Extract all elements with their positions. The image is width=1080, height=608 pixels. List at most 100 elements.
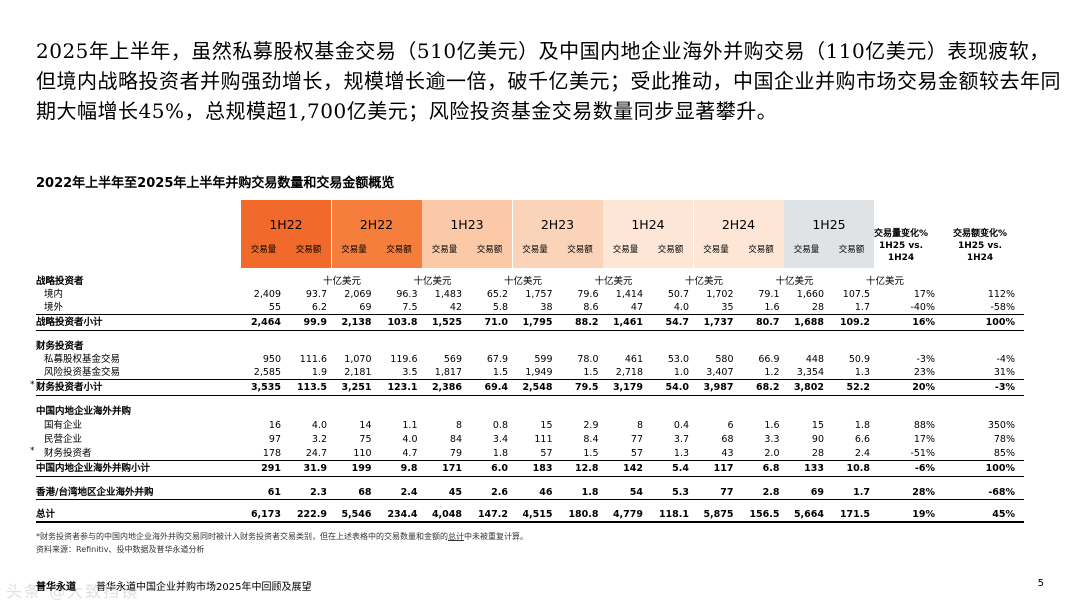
cell-value: 118.1 (658, 509, 689, 520)
unit-label: 十亿美元 (684, 276, 723, 287)
cell-value: 2,718 (615, 367, 643, 378)
cell-value: 4.0 (311, 420, 327, 431)
cell-value: 180.8 (568, 509, 599, 520)
cell-value: 68 (358, 487, 372, 498)
sub-header-count: 交易量 (431, 245, 458, 255)
cell-value: 84 (449, 434, 462, 445)
cell-value: 3.2 (311, 434, 327, 445)
cell-value: 2.4 (854, 448, 870, 459)
cell-value: 77 (630, 434, 643, 445)
cell-value: 61 (267, 487, 281, 498)
cell-value: 38 (540, 302, 553, 313)
table-row-domestic: 境内 2,409 93.7 2,069 96.3 1,483 65.2 1,757 79.6 1,… (36, 288, 1024, 301)
table-row-abroad: 境外 55 6.2 69 7.5 42 5.8 38 8.6 47 4.0 35 1.6 28 1.7 -40… (36, 301, 1024, 314)
table-divider (36, 460, 1024, 461)
cell-value: 123.1 (387, 382, 418, 393)
period-header-1h22: 1H22 交易量 交易额 (241, 200, 331, 268)
cell-value: 68 (721, 434, 734, 445)
cell-change-value: -68% (988, 487, 1015, 498)
sub-header-count: 交易量 (703, 245, 729, 255)
cell-value: 2,464 (250, 317, 281, 328)
cell-value: 47 (630, 302, 643, 313)
section-label: 中国内地企业海外并购 (36, 406, 132, 417)
cell-value: 35 (721, 302, 734, 313)
cell-value: 569 (443, 354, 462, 365)
cell-value: 2.3 (310, 487, 327, 498)
sub-header-value: 交易额 (476, 245, 503, 255)
cell-value: 461 (624, 354, 643, 365)
cell-value: 2,138 (341, 317, 372, 328)
cell-value: 2.6 (491, 487, 508, 498)
cell-value: 1,483 (434, 289, 462, 300)
footnote-1-underlined: 总计 (448, 532, 464, 541)
cell-value: 950 (262, 354, 281, 365)
cell-value: 113.5 (296, 382, 327, 393)
period-header-2h23: 2H23 交易量 交易额 (512, 200, 603, 268)
unit-label: 十亿美元 (594, 276, 633, 287)
cell-value: 1.5 (583, 367, 599, 378)
cell-value: 171.5 (839, 509, 870, 520)
cell-change-value: 85% (993, 448, 1015, 459)
table-divider (36, 395, 1024, 396)
cell-value: 3,354 (796, 367, 824, 378)
change-value-header: 交易额变化% 1H25 vs. 1H24 (944, 228, 1016, 264)
cell-value: 1.6 (764, 420, 780, 431)
table-row-private: 民营企业 97 3.2 75 4.0 84 3.4 111 8.4 77 3.7 68 3.3 90 6.6… (36, 433, 1024, 446)
cell-value: 16 (268, 420, 281, 431)
cell-value: 75 (359, 434, 372, 445)
unit-label: 十亿美元 (322, 276, 361, 287)
cell-value: 67.9 (486, 354, 508, 365)
cell-value: 79.5 (575, 382, 599, 393)
table-divider (36, 476, 1024, 477)
cell-value: 2,585 (253, 367, 281, 378)
sub-header-value: 交易额 (386, 245, 412, 255)
cell-value: 111.6 (299, 354, 327, 365)
cell-value: 4.0 (402, 434, 418, 445)
cell-value: 222.9 (296, 509, 327, 520)
cell-value: 8 (455, 420, 462, 431)
table-row-fin_inv: 财务投资者 178 24.7 110 4.7 79 1.8 57 1.5 57 1.3 43 2.0 28… (36, 447, 1024, 460)
cell-value: 1,795 (522, 317, 553, 328)
section-header-financial: 财务投资者 (36, 340, 1024, 353)
cell-change-count: 16% (912, 317, 935, 328)
cell-value: 2,409 (253, 289, 281, 300)
sub-header-count: 交易量 (793, 245, 820, 255)
cell-value: 5,664 (793, 509, 824, 520)
cell-value: 3.4 (492, 434, 508, 445)
cell-value: 6.8 (762, 463, 780, 474)
watermark: 头条 @大致挡镜 (6, 582, 140, 601)
cell-value: 3,535 (250, 382, 281, 393)
cell-value: 69.4 (484, 382, 508, 393)
cell-value: 3.5 (402, 367, 418, 378)
cell-value: 580 (715, 354, 734, 365)
cell-value: 1.0 (673, 367, 689, 378)
cell-value: 93.7 (305, 289, 327, 300)
cell-value: 6.0 (491, 463, 508, 474)
cell-value: 5,546 (341, 509, 372, 520)
cell-value: 3.7 (673, 434, 689, 445)
cell-value: 55 (268, 302, 281, 313)
row-label: 财务投资者 (44, 448, 92, 459)
cell-value: 6,173 (250, 509, 281, 520)
period-header-1h25: 1H25 交易量 交易额 (784, 200, 874, 268)
cell-value: 28 (811, 448, 824, 459)
cell-value: 3,802 (793, 382, 824, 393)
cell-value: 1,757 (525, 289, 553, 300)
sub-header-value: 交易额 (748, 245, 774, 255)
cell-value: 57 (630, 448, 643, 459)
cell-value: 8.4 (583, 434, 599, 445)
sub-header-value: 交易额 (295, 245, 322, 255)
cell-value: 178 (262, 448, 281, 459)
cell-value: 2.0 (764, 448, 780, 459)
cell-value: 1,525 (431, 317, 462, 328)
cell-value: 107.5 (842, 289, 870, 300)
unit-label: 十亿美元 (775, 276, 814, 287)
footnote-2: 资料来源：Refinitiv、投中数据及普华永道分析 (36, 545, 205, 554)
cell-value: 57 (540, 448, 553, 459)
cell-value: 96.3 (396, 289, 418, 300)
table-row-total: 总计 6,173 222.9 5,546 234.4 4,048 147.2 4,515 180… (36, 508, 1024, 521)
cell-change-count: 28% (912, 487, 935, 498)
period-name: 1H22 (269, 217, 303, 232)
unit-label: 十亿美元 (413, 276, 452, 287)
cell-value: 2.4 (400, 487, 418, 498)
